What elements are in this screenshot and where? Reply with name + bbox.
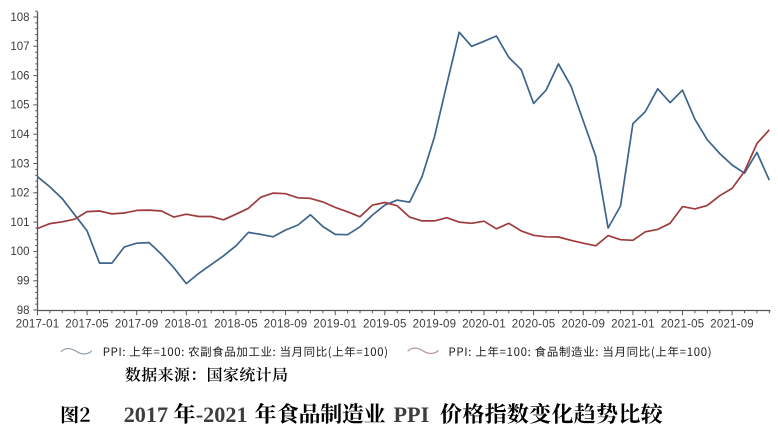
svg-text:2018-09: 2018-09	[264, 319, 308, 331]
svg-text:2018-01: 2018-01	[164, 319, 208, 331]
svg-text:2021-05: 2021-05	[661, 319, 705, 331]
svg-text:107: 107	[10, 41, 29, 53]
svg-text:2019-01: 2019-01	[313, 319, 357, 331]
svg-text:2021-09: 2021-09	[710, 319, 754, 331]
svg-text:2021-01: 2021-01	[611, 319, 655, 331]
svg-text:103: 103	[10, 158, 29, 170]
svg-text:2017-09: 2017-09	[115, 319, 159, 331]
svg-text:108: 108	[10, 12, 29, 24]
svg-text:2019-09: 2019-09	[413, 319, 457, 331]
svg-text:106: 106	[10, 70, 29, 82]
svg-text:2020-01: 2020-01	[462, 319, 506, 331]
svg-text:104: 104	[10, 129, 30, 141]
svg-text:2017-01: 2017-01	[16, 319, 60, 331]
svg-text:98: 98	[17, 305, 30, 317]
svg-text:-2021: -2021	[196, 402, 248, 427]
svg-text:2017-05: 2017-05	[65, 319, 109, 331]
svg-text:2018-05: 2018-05	[214, 319, 258, 331]
svg-text:PPI: PPI	[394, 402, 430, 427]
svg-text:105: 105	[10, 100, 29, 112]
svg-text:2020-09: 2020-09	[561, 319, 605, 331]
svg-text:101: 101	[10, 217, 29, 229]
svg-text:102: 102	[10, 188, 29, 200]
svg-text:100: 100	[10, 246, 29, 258]
svg-text:2017: 2017	[124, 402, 168, 427]
svg-text:2020-05: 2020-05	[512, 319, 556, 331]
svg-text:99: 99	[17, 276, 30, 288]
svg-text:2019-05: 2019-05	[363, 319, 407, 331]
